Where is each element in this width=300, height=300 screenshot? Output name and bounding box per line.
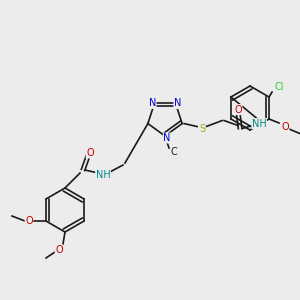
Text: O: O xyxy=(281,122,289,132)
Text: O: O xyxy=(25,216,33,226)
Text: Cl: Cl xyxy=(274,82,284,92)
Text: O: O xyxy=(234,105,242,115)
Text: NH: NH xyxy=(252,118,266,129)
Text: N: N xyxy=(163,133,171,143)
Text: O: O xyxy=(55,245,63,255)
Text: N: N xyxy=(174,98,181,108)
Text: C: C xyxy=(171,147,177,157)
Text: NH: NH xyxy=(96,170,110,180)
Text: N: N xyxy=(149,98,156,108)
Text: S: S xyxy=(199,124,205,134)
Text: O: O xyxy=(86,148,94,158)
